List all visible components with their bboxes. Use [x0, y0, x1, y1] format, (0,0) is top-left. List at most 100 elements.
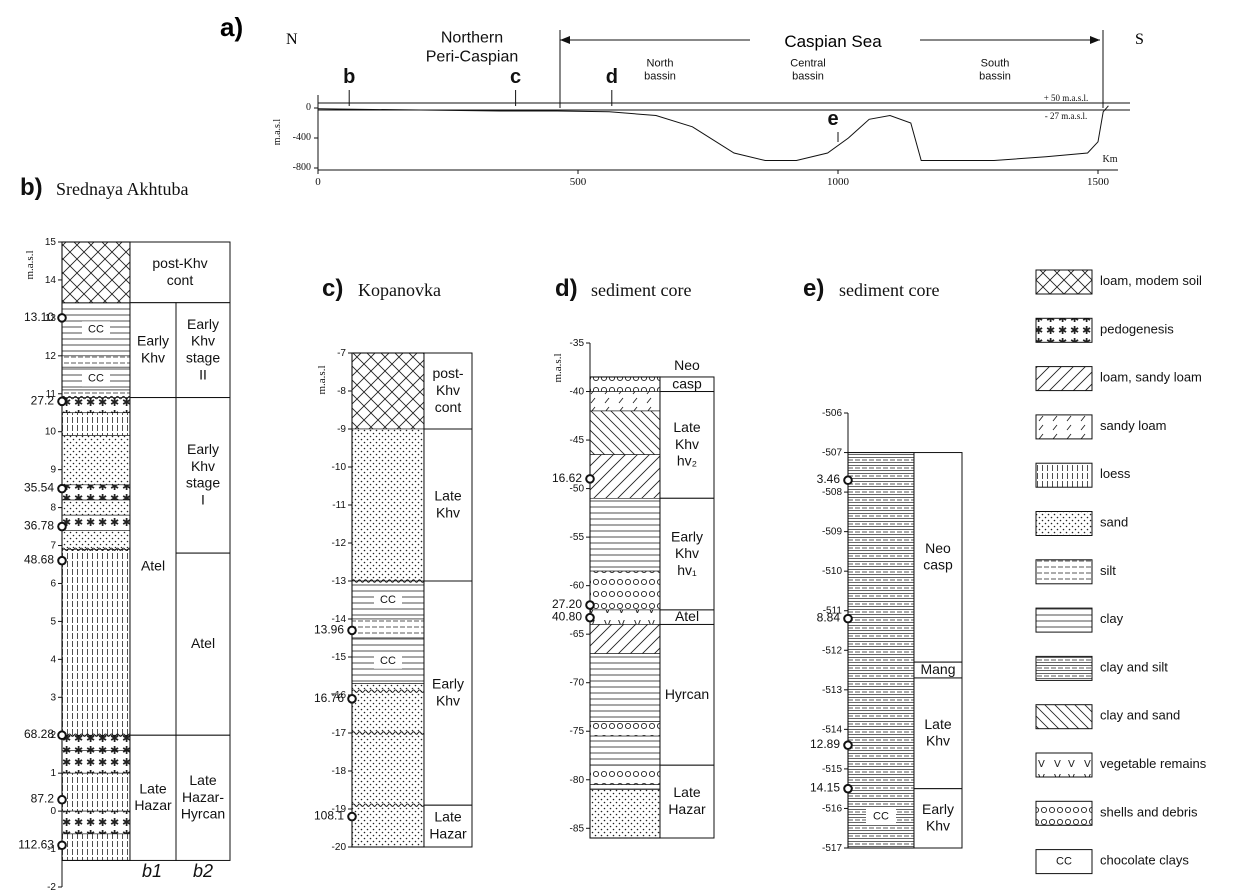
date-marker	[843, 613, 853, 624]
layer-loam	[351, 352, 425, 430]
cc-label: CC	[88, 372, 104, 384]
depth-tick-label: -85	[570, 823, 585, 834]
cc-label: CC	[873, 810, 889, 822]
layer-sand	[589, 789, 661, 839]
legend-label: clay and sand	[1100, 708, 1180, 723]
date-label: 35.54	[24, 481, 54, 495]
panel-title: sediment core	[839, 280, 939, 300]
y-tick-label: -400	[293, 132, 311, 143]
unconformity-line	[351, 803, 425, 807]
unit-label: Late Hazar	[668, 784, 706, 817]
unconformity-line	[351, 689, 425, 693]
legend-label: clay and silt	[1100, 660, 1168, 675]
layer-loam	[61, 241, 131, 304]
unit-label: post-Khv cont	[432, 365, 463, 415]
depth-tick-label: -506	[822, 408, 842, 419]
layer-sand	[351, 683, 425, 848]
north-label: N	[286, 31, 298, 48]
unit-box	[913, 677, 963, 790]
unconformity-line	[61, 395, 135, 400]
site-label-c: c	[510, 66, 521, 88]
layer-loess	[61, 549, 131, 736]
sea-label: Caspian Sea	[784, 32, 882, 51]
panel-b-srednaya-akhtuba: b) Srednaya Akhtuba-2-1012345678910111213…	[18, 174, 231, 893]
unit-box	[129, 241, 231, 304]
date-label: 27.20	[552, 597, 582, 611]
depth-tick-label: -70	[570, 677, 585, 688]
unit-label: Early Khv stage II	[186, 316, 220, 382]
legend-swatch-loam_sandy	[1035, 366, 1093, 392]
depth-tick-label: 5	[50, 616, 56, 627]
date-label: 13.10	[24, 310, 54, 324]
panel-c-kopanovka: c) Kopanovka -7 -8 -9 -10 -11 -12 -13 -14 -15 -16 -1…	[314, 275, 473, 853]
layer-sand	[61, 435, 131, 486]
date-marker	[843, 740, 853, 750]
date-marker	[585, 600, 595, 610]
depth-tick-label: -9	[337, 424, 346, 435]
date-marker	[585, 612, 595, 623]
arrow-head-right	[1090, 36, 1100, 44]
unconformity-line	[351, 579, 425, 583]
unit-box	[423, 428, 473, 582]
depth-tick-label: 10	[45, 426, 57, 437]
panel-title: sediment core	[591, 280, 691, 300]
layer-silt	[351, 618, 425, 639]
legend-label: loam, modem soil	[1100, 273, 1202, 288]
legend-swatch-cc	[1035, 849, 1093, 875]
unit-label: Late Hazar-Hyrcan	[181, 772, 225, 822]
depth-tick-label: -65	[570, 629, 585, 640]
depth-tick-label: -35	[570, 338, 585, 349]
layer-pedo	[61, 810, 131, 835]
depth-tick-label: -15	[332, 652, 347, 663]
depth-tick-label: -510	[822, 566, 842, 577]
basin-label: North bassin	[644, 57, 676, 82]
legend-swatch-claysand	[1035, 704, 1093, 730]
layer-sand	[61, 530, 131, 550]
layer-loess	[61, 772, 131, 812]
cc-bg	[82, 321, 110, 338]
layer-sand	[351, 428, 425, 582]
depth-axis-label: m.a.s.l	[24, 250, 36, 279]
date-label: 108.1	[314, 809, 344, 823]
date-label: 112.63	[18, 837, 54, 851]
cc-label: CC	[88, 323, 104, 335]
panel-a-cross-section: a) N S Caspian Sea North bassin Central bas…	[220, 12, 1144, 188]
y-tick-label: -800	[293, 162, 311, 173]
unconformity-line	[351, 731, 425, 735]
cc-bg	[866, 808, 896, 825]
level-label-high: + 50 m.a.s.l.	[1044, 93, 1089, 103]
legend-label: loess	[1100, 467, 1131, 482]
depth-tick-label: -516	[822, 803, 842, 814]
column-b1-label: b1	[142, 861, 162, 881]
date-marker	[843, 475, 853, 486]
x-tick-label: 1000	[827, 176, 850, 188]
date-marker	[347, 625, 357, 636]
layer-shells	[589, 570, 661, 611]
unit-label: Hyrcan	[665, 686, 709, 702]
depth-tick-label: 11	[46, 388, 57, 399]
unit-box	[913, 452, 963, 663]
depth-tick-label: -10	[332, 462, 347, 473]
site-label-b: b	[343, 66, 355, 88]
depth-tick-label: 2	[50, 730, 56, 741]
layer-pedo	[61, 514, 131, 531]
date-label: 36.78	[24, 519, 54, 533]
arrow-head-left	[560, 36, 570, 44]
unit-box	[423, 804, 473, 848]
site-label-d: d	[606, 66, 618, 88]
site-label-e: e	[827, 108, 838, 130]
layer-loess	[61, 412, 131, 436]
legend-label: pedogenesis	[1100, 322, 1174, 337]
depth-tick-label: 8	[50, 502, 56, 513]
depth-tick-label: -16	[332, 690, 347, 701]
unit-label: Late Khv hv₂	[673, 419, 700, 469]
legend-swatch-loess	[1035, 462, 1093, 488]
depth-tick-label: 14	[45, 275, 57, 286]
unit-label: Early Khv	[432, 675, 464, 708]
depth-tick-label: -508	[822, 487, 842, 498]
panel-d-sediment-core: d) sediment core -35 -40 -45 -50 -55 -60 -65 -70 -…	[552, 275, 715, 839]
cc-label: CC	[380, 594, 396, 606]
layer-sand	[61, 499, 131, 516]
depth-tick-label: -511	[823, 605, 843, 616]
unit-label: Late Hazar	[429, 808, 467, 841]
